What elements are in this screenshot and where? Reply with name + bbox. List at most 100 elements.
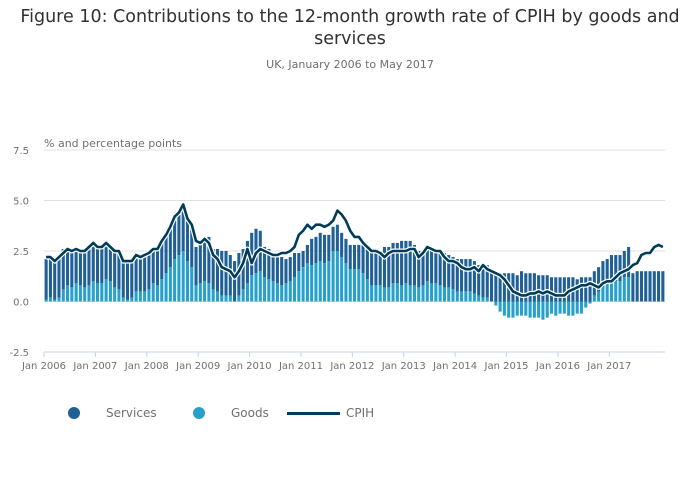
services-bar	[125, 263, 130, 300]
services-bar	[652, 271, 656, 302]
services-bar	[95, 246, 100, 284]
goods-bar	[314, 263, 318, 302]
chart-subtitle: UK, January 2006 to May 2017	[266, 58, 434, 71]
x-tick-label: Jan 2009	[175, 361, 220, 372]
x-tick-label: Jan 2006	[21, 361, 66, 372]
services-bar	[297, 253, 301, 272]
goods-bar	[537, 301, 541, 318]
x-axis: Jan 2006 Jan 2007 Jan 2008 Jan 2009 Jan 2010…	[21, 351, 665, 372]
chart-area: % and percentage points 7.5 5.0 2.5 0.0 -2.5…	[9, 137, 665, 372]
goods-bar	[100, 283, 104, 302]
services-bar	[498, 273, 502, 302]
goods-bar	[455, 291, 459, 302]
services-bar	[185, 220, 190, 262]
services-bar	[314, 236, 318, 264]
services-bar	[395, 242, 399, 284]
legend-item-services[interactable]: Services	[68, 406, 157, 420]
services-bar	[605, 259, 609, 284]
services-bar	[477, 265, 481, 296]
goods-bar	[134, 291, 138, 302]
y-tick-label: 0.0	[13, 298, 29, 309]
goods-bar	[327, 261, 331, 302]
services-bar	[117, 251, 121, 290]
services-bar	[215, 248, 219, 292]
goods-bar	[318, 261, 322, 302]
goods-bar	[472, 293, 476, 302]
goods-bar	[507, 301, 511, 318]
x-tick-label: Jan 2014	[432, 361, 477, 372]
x-tick-label: Jan 2013	[381, 361, 426, 372]
goods-bar	[74, 283, 78, 302]
services-bar	[490, 271, 494, 302]
services-bar	[370, 248, 374, 286]
services-bar	[460, 259, 464, 292]
goods-bar	[408, 285, 412, 302]
legend-item-goods[interactable]: Goods	[193, 406, 269, 420]
goods-bar	[44, 299, 48, 302]
goods-bar	[147, 289, 151, 302]
goods-bar	[66, 285, 70, 302]
goods-bar	[83, 287, 87, 302]
goods-bar	[143, 291, 147, 302]
goods-bar	[57, 297, 61, 302]
goods-bar	[130, 297, 134, 302]
services-bar	[100, 244, 104, 284]
goods-bar	[335, 251, 339, 302]
services-bar	[194, 246, 198, 286]
goods-bar	[293, 277, 297, 302]
goods-bar	[305, 263, 309, 302]
goods-bar	[528, 301, 532, 318]
goods-bar	[365, 279, 369, 302]
goods-bar	[48, 297, 52, 302]
services-bar	[348, 244, 352, 270]
services-bar	[78, 248, 82, 286]
cpih-line	[46, 203, 664, 297]
services-bar	[502, 273, 506, 302]
goods-bar	[181, 251, 185, 302]
goods-bar	[605, 283, 609, 302]
services-bar	[318, 232, 322, 262]
goods-bar	[258, 271, 262, 302]
chart-title: Figure 10: Contributions to the 12-month…	[20, 7, 680, 49]
goods-bar	[601, 287, 605, 302]
x-tick-label: Jan 2007	[72, 361, 117, 372]
legend-item-cpih[interactable]: CPIH	[287, 406, 374, 420]
services-bar	[374, 248, 378, 286]
services-bar	[322, 234, 327, 264]
goods-bar	[280, 285, 284, 302]
x-tick-label: Jan 2011	[278, 361, 323, 372]
services-bar	[541, 275, 545, 302]
goods-bar	[438, 285, 442, 302]
services-bar	[425, 248, 429, 282]
services-bar	[631, 273, 635, 302]
goods-bar	[511, 301, 515, 318]
services-bar	[66, 246, 70, 286]
goods-bar	[121, 297, 125, 302]
legend-label-goods: Goods	[231, 406, 269, 420]
goods-bar	[558, 301, 562, 314]
goods-bar	[301, 267, 305, 302]
services-bar	[168, 228, 172, 268]
services-bar	[644, 271, 648, 302]
services-bar	[155, 246, 160, 286]
goods-bar	[468, 291, 472, 302]
goods-bar	[207, 283, 211, 302]
services-bar	[48, 255, 52, 298]
goods-bar	[515, 301, 519, 316]
goods-bar	[404, 283, 408, 302]
goods-bar	[609, 281, 614, 302]
goods-bar	[541, 301, 545, 320]
goods-bar	[430, 283, 434, 302]
services-bar	[134, 253, 138, 292]
x-tick-label: Jan 2015	[484, 361, 529, 372]
services-bar	[173, 220, 177, 260]
goods-bar	[310, 265, 314, 302]
goods-bar	[549, 301, 554, 314]
services-bar	[177, 214, 181, 256]
goods-bar	[340, 257, 344, 302]
goods-bar	[357, 269, 361, 302]
services-bar	[481, 265, 485, 298]
services-bar	[622, 251, 626, 278]
goods-bar	[382, 287, 387, 302]
goods-bar	[104, 279, 108, 302]
